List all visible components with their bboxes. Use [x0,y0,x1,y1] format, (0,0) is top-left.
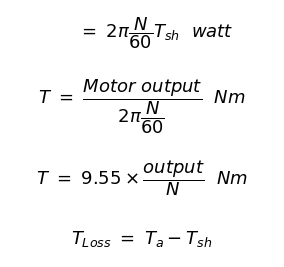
Text: $= \ 2\pi \dfrac{N}{60} T_{sh} \ \ watt$: $= \ 2\pi \dfrac{N}{60} T_{sh} \ \ watt$ [78,15,234,51]
Text: $T \ = \ \dfrac{Motor\ output}{2\pi \dfrac{N}{60}} \ \ Nm$: $T \ = \ \dfrac{Motor\ output}{2\pi \dfr… [38,78,246,136]
Text: $T_{Loss} \ = \ T_a - T_{sh}$: $T_{Loss} \ = \ T_a - T_{sh}$ [71,229,213,249]
Text: $T \ = \ 9.55 \times \dfrac{output}{N} \ \ Nm$: $T \ = \ 9.55 \times \dfrac{output}{N} \… [36,159,248,198]
